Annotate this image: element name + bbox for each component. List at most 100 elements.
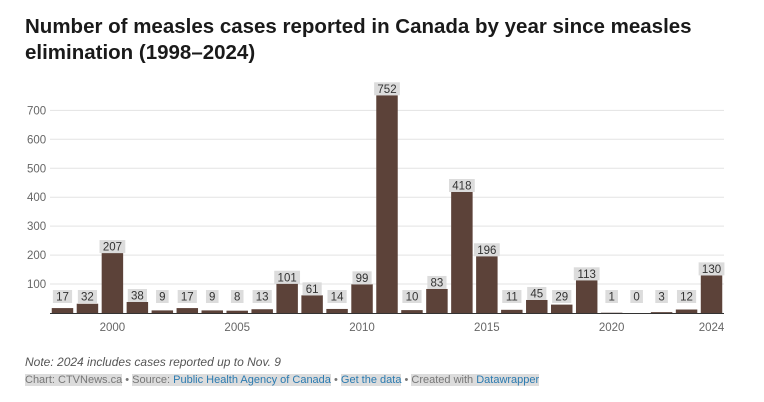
chart-note: Note: 2024 includes cases reported up to… <box>25 355 281 369</box>
y-tick-label: 500 <box>27 163 46 175</box>
data-label: 130 <box>702 264 721 276</box>
y-tick-label: 400 <box>27 192 46 204</box>
data-label-bg <box>230 290 244 303</box>
data-label-bg <box>630 290 643 303</box>
data-label-bg <box>274 270 301 284</box>
data-label: 29 <box>555 292 568 304</box>
data-label-bg <box>252 290 272 303</box>
data-label: 418 <box>452 180 471 192</box>
data-label: 13 <box>256 292 269 304</box>
footer-created-prefix: Created with <box>411 374 477 386</box>
data-label: 17 <box>181 292 194 304</box>
data-label: 12 <box>680 292 693 304</box>
data-label: 10 <box>406 292 419 304</box>
bar <box>376 95 398 314</box>
y-tick-label: 200 <box>27 250 46 262</box>
data-label: 61 <box>306 284 319 296</box>
x-tick-label: 2010 <box>349 322 375 334</box>
data-label-bg <box>177 290 197 303</box>
bar <box>351 284 373 313</box>
data-label: 38 <box>131 290 144 302</box>
bar <box>501 309 523 313</box>
bar <box>451 191 473 313</box>
footer-source-link[interactable]: Public Health Agency of Canada <box>173 374 331 386</box>
data-label: 14 <box>331 292 344 304</box>
bar <box>76 303 99 313</box>
bar <box>476 256 498 313</box>
footer-separator: • <box>330 374 341 386</box>
data-label: 99 <box>356 273 369 285</box>
footer-source-prefix: Source: <box>132 374 174 386</box>
x-axis: 2000 2005 2010 2015 2020 2024 <box>50 313 725 334</box>
y-axis-ticks: 100 200 300 400 500 600 700 <box>27 105 46 291</box>
data-label-bg <box>573 267 600 281</box>
bar <box>575 280 598 313</box>
data-label-bg <box>127 288 147 302</box>
data-label-bg <box>427 275 447 289</box>
bar <box>551 304 573 313</box>
data-label-bg <box>473 243 500 257</box>
x-tick-label: 2005 <box>224 322 250 334</box>
datawrapper-link[interactable]: Datawrapper <box>476 374 540 386</box>
data-label-bg <box>302 282 322 296</box>
footer-chart-credit: CTVNews.ca <box>58 374 123 386</box>
data-label: 8 <box>234 292 240 304</box>
data-label: 32 <box>81 292 94 304</box>
chart-title: Number of measles cases reported in Cana… <box>25 15 692 64</box>
data-label: 83 <box>431 277 444 289</box>
data-label-bg <box>698 262 725 276</box>
y-tick-label: 100 <box>27 279 46 291</box>
data-label-bg <box>676 290 697 303</box>
x-tick-label: 2020 <box>599 322 625 334</box>
data-label-bg <box>352 271 372 285</box>
chart-footer: Chart: CTVNews.ca • Source: Public Healt… <box>25 374 540 386</box>
bar <box>401 310 423 313</box>
bar <box>675 309 698 313</box>
y-tick-label: 700 <box>27 105 46 117</box>
bar <box>226 310 248 313</box>
data-label-bg <box>99 240 126 254</box>
x-tick-label: 2000 <box>100 322 126 334</box>
bar <box>700 275 723 313</box>
data-label-bg <box>205 290 219 303</box>
get-the-data-link[interactable]: Get the data <box>340 374 402 386</box>
data-label: 1 <box>608 292 614 304</box>
data-label: 9 <box>159 292 165 304</box>
data-label: 9 <box>209 292 215 304</box>
x-tick-label: 2024 <box>699 322 725 334</box>
data-label: 196 <box>477 245 496 257</box>
data-label: 207 <box>103 242 122 254</box>
bar <box>426 288 448 313</box>
bars <box>51 95 723 314</box>
bar <box>176 308 199 313</box>
bar <box>201 310 223 313</box>
data-label-bg <box>156 290 169 303</box>
data-label: 0 <box>633 292 639 304</box>
data-label: 101 <box>278 272 297 284</box>
data-label: 752 <box>377 84 396 96</box>
data-label-bg <box>655 290 668 303</box>
footer-separator: • <box>401 374 412 386</box>
data-label-bg <box>327 290 347 303</box>
bar <box>650 312 673 313</box>
data-label: 3 <box>658 292 664 304</box>
bar <box>251 309 273 313</box>
data-label-bg <box>527 286 547 300</box>
bar <box>526 299 548 313</box>
data-label-bg <box>52 290 73 303</box>
data-label-bg <box>402 290 422 303</box>
footer-chart-prefix: Chart: <box>25 374 59 386</box>
data-label-bg <box>77 290 98 303</box>
data-label-bg <box>502 290 522 303</box>
footer-separator: • <box>122 374 133 386</box>
data-label: 17 <box>56 292 69 304</box>
data-label: 113 <box>578 269 596 281</box>
bar <box>276 283 298 313</box>
bar <box>301 295 323 313</box>
data-label: 11 <box>506 292 518 304</box>
bar <box>326 308 348 313</box>
data-label-bg <box>374 82 400 96</box>
bar <box>101 253 124 313</box>
data-label-bg <box>448 178 475 192</box>
